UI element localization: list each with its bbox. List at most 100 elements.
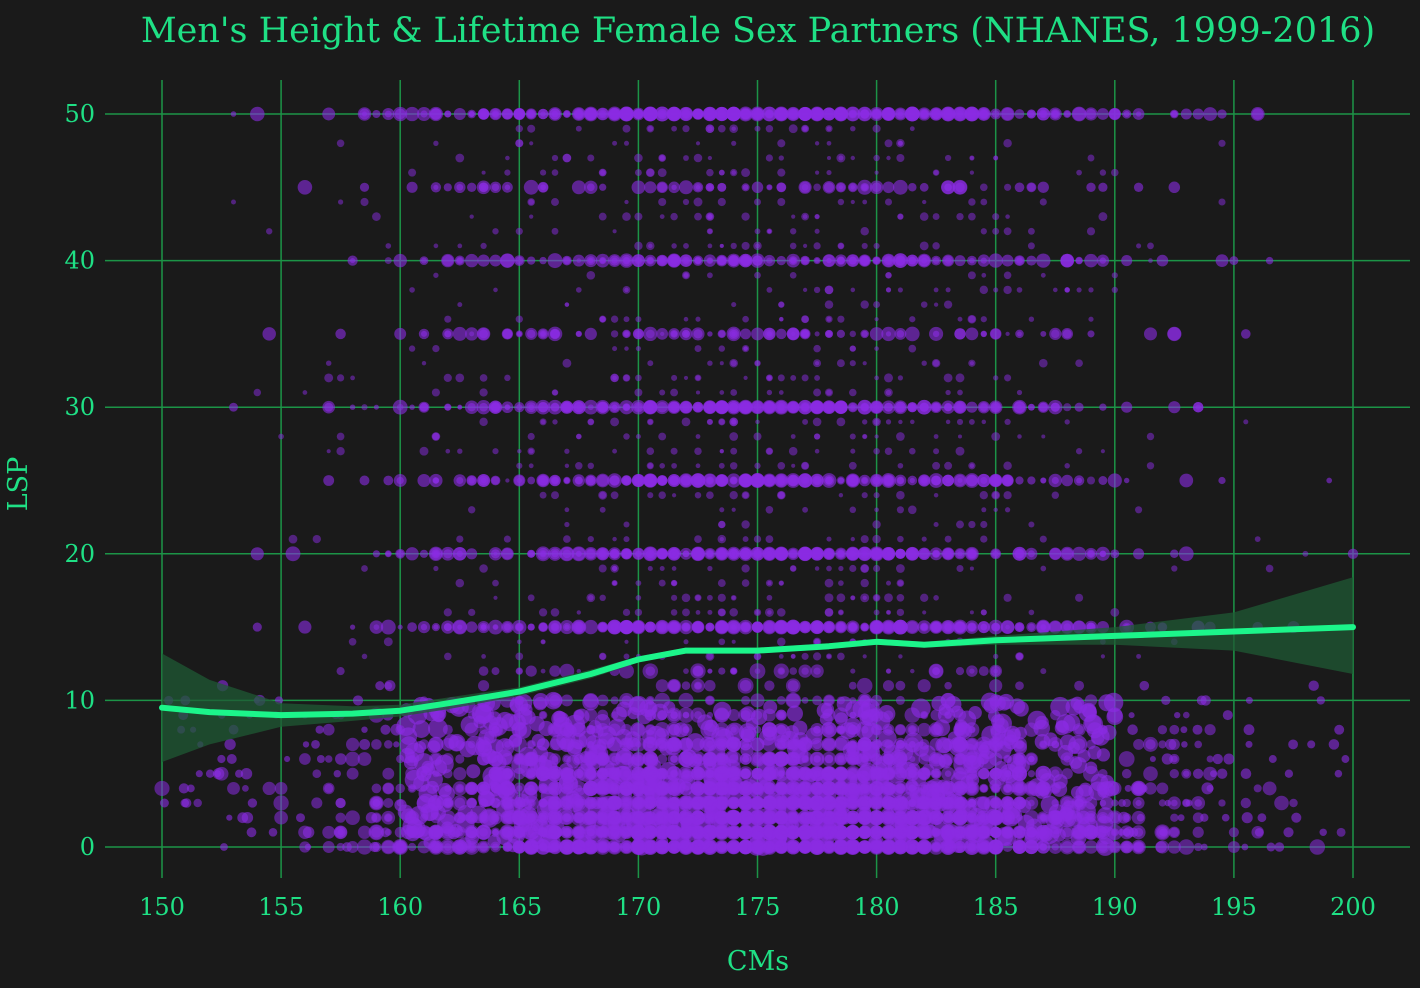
data-point xyxy=(1326,477,1333,484)
data-point xyxy=(691,620,705,634)
data-point xyxy=(697,714,714,731)
data-point xyxy=(457,837,472,851)
data-point xyxy=(620,547,633,560)
data-point xyxy=(1132,797,1145,809)
data-point xyxy=(456,476,464,485)
data-point xyxy=(477,840,491,854)
data-point xyxy=(527,476,536,485)
data-point xyxy=(1100,775,1114,789)
data-point xyxy=(493,785,510,802)
data-point xyxy=(1183,711,1190,719)
data-point xyxy=(610,842,619,852)
data-point xyxy=(848,623,857,632)
data-point xyxy=(935,737,952,754)
data-point xyxy=(453,547,467,561)
data-point xyxy=(433,624,439,630)
data-point xyxy=(818,785,837,803)
data-point xyxy=(538,759,559,780)
data-point xyxy=(227,781,240,795)
data-point xyxy=(895,680,906,691)
data-point xyxy=(785,725,799,739)
data-point xyxy=(740,743,754,757)
data-point xyxy=(805,727,823,745)
data-point xyxy=(298,620,312,634)
data-point xyxy=(572,547,586,561)
data-point xyxy=(324,755,333,763)
data-point xyxy=(587,477,594,484)
data-point xyxy=(513,816,530,833)
data-point xyxy=(678,707,694,723)
data-point xyxy=(797,546,813,562)
data-point xyxy=(1121,841,1132,853)
data-point xyxy=(427,740,441,754)
data-point xyxy=(944,623,952,631)
data-point xyxy=(925,804,941,820)
data-point xyxy=(487,834,501,848)
data-point xyxy=(786,705,803,722)
data-point xyxy=(1227,841,1240,853)
data-point xyxy=(855,753,869,768)
data-point xyxy=(1005,774,1024,793)
data-point xyxy=(747,836,767,856)
data-point xyxy=(670,623,679,632)
data-point xyxy=(880,739,895,754)
data-point xyxy=(1143,766,1158,782)
data-point xyxy=(1144,782,1157,795)
data-point xyxy=(1051,781,1068,797)
data-point xyxy=(895,724,906,735)
data-point xyxy=(336,667,345,676)
data-point xyxy=(1052,828,1066,842)
data-point xyxy=(794,816,809,831)
data-point xyxy=(919,548,930,559)
data-point xyxy=(395,783,405,794)
data-point xyxy=(955,666,965,676)
data-point xyxy=(528,404,535,411)
data-point xyxy=(679,773,696,791)
data-point xyxy=(1121,401,1133,413)
data-point xyxy=(837,755,845,763)
data-point xyxy=(824,802,845,823)
data-point xyxy=(1059,734,1076,751)
data-point xyxy=(1086,549,1096,559)
data-point xyxy=(1027,476,1036,485)
data-point xyxy=(919,745,936,762)
data-point xyxy=(274,810,288,825)
data-point xyxy=(419,549,429,558)
data-point xyxy=(711,812,729,831)
data-point xyxy=(1178,546,1194,562)
data-point xyxy=(942,474,954,487)
data-point xyxy=(1179,473,1194,488)
data-point xyxy=(478,666,489,676)
data-point xyxy=(417,473,431,488)
data-point xyxy=(890,784,904,798)
data-point xyxy=(1070,757,1088,774)
data-point xyxy=(713,701,732,721)
data-point xyxy=(563,843,571,851)
data-point xyxy=(642,663,659,679)
data-point xyxy=(740,803,760,823)
data-point xyxy=(739,679,752,692)
data-point xyxy=(894,816,912,833)
data-point xyxy=(834,712,848,726)
data-point xyxy=(596,474,609,487)
data-point xyxy=(381,840,395,854)
data-point xyxy=(1027,778,1047,797)
data-point xyxy=(968,843,976,851)
data-point xyxy=(598,623,607,631)
data-point xyxy=(656,401,668,413)
data-point xyxy=(800,476,810,485)
data-point xyxy=(1078,782,1093,797)
data-point xyxy=(1170,799,1178,807)
data-point xyxy=(740,622,751,632)
data-point xyxy=(582,693,599,711)
data-point xyxy=(456,784,464,792)
data-point xyxy=(1178,839,1195,855)
data-point xyxy=(1240,797,1251,809)
data-point xyxy=(750,708,768,726)
data-point xyxy=(777,477,785,484)
data-point xyxy=(477,473,491,488)
data-point xyxy=(1206,755,1214,763)
data-point xyxy=(395,841,406,853)
data-point xyxy=(768,829,787,848)
data-point xyxy=(594,714,611,730)
